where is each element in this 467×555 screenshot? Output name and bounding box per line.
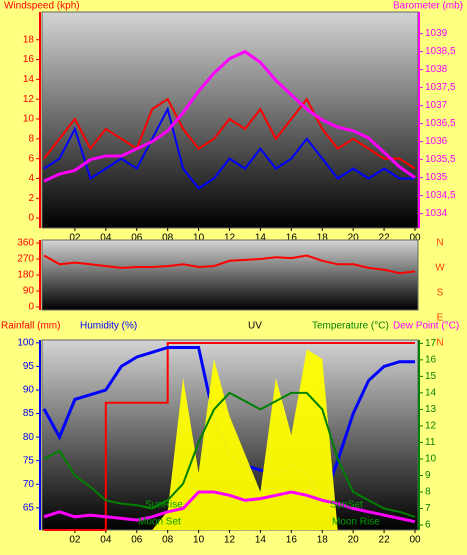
y2-tick-label: 1034	[425, 208, 448, 219]
y2-tick-label: 1038	[425, 64, 448, 75]
y-tick-label: 4	[28, 173, 34, 184]
y2-axis-title: Barometer (mb)	[393, 1, 463, 12]
y-tick-label: 270	[17, 254, 34, 265]
series-line	[43, 254, 416, 275]
y-tick-label: 14	[23, 74, 35, 85]
x-tick-label: 02	[69, 233, 81, 244]
series-line	[43, 97, 416, 170]
x-tick-label: 10	[193, 535, 205, 546]
x-tick-label: 16	[286, 233, 298, 244]
y-tick-label: 180	[17, 270, 34, 281]
y2-tick-label: 8	[425, 487, 431, 498]
x-tick-label: 12	[224, 233, 236, 244]
x-tick-label: 18	[317, 233, 329, 244]
y-tick-label: 100	[17, 337, 34, 348]
x-tick-label: 10	[193, 233, 205, 244]
y-tick-label: 0	[28, 302, 34, 313]
series-line	[43, 106, 415, 190]
y-tick-label: 75	[23, 455, 35, 466]
annotation: SunSet	[330, 500, 363, 511]
uv-area	[44, 349, 415, 530]
x-tick-label: 02	[69, 535, 81, 546]
compass-label: W	[435, 263, 445, 274]
y2-tick-label: 1034,5	[425, 190, 456, 201]
y2-tick-label: 1036	[425, 136, 448, 147]
x-tick-label: 20	[348, 535, 360, 546]
y-tick-label: 2	[28, 193, 34, 204]
compass-label: N	[436, 338, 443, 349]
y-tick-label: 70	[23, 479, 35, 490]
annotation: Moon Rise	[332, 517, 380, 528]
x-tick-label: 22	[379, 233, 391, 244]
y2-tick-label: 1037	[425, 100, 448, 111]
legend-label: Temperature (°C)	[312, 321, 389, 332]
x-tick-label: 04	[100, 233, 112, 244]
x-tick-label: 16	[286, 535, 298, 546]
y-tick-label: 16	[23, 54, 35, 65]
legend-label: Humidity (%)	[80, 321, 137, 332]
y2-tick-label: 11	[425, 437, 436, 448]
x-tick-label: 06	[131, 233, 143, 244]
y2-tick-label: 1037,5	[425, 82, 456, 93]
plot-area	[41, 239, 419, 311]
y2-tick-label: 15	[425, 371, 437, 382]
legend-label: Dew Point (°C)	[393, 321, 459, 332]
compass-label: S	[437, 288, 444, 299]
y2-tick-label: 7	[425, 503, 431, 514]
y-tick-label: 18	[23, 34, 35, 45]
legend-label: Rainfall (mm)	[1, 321, 60, 332]
series-line	[43, 49, 416, 183]
y2-tick-label: 17	[425, 338, 437, 349]
y-axis-title: Windspeed (kph)	[4, 1, 80, 12]
series-line	[43, 391, 416, 518]
x-tick-label: 08	[162, 535, 174, 546]
y-tick-label: 8	[28, 133, 34, 144]
y-tick-label: 10	[23, 114, 35, 125]
y-tick-label: 12	[23, 94, 35, 105]
y2-tick-label: 12	[425, 421, 437, 432]
annotation: SunRise	[145, 500, 183, 511]
y-tick-label: 0	[28, 213, 34, 224]
y2-tick-label: 6	[425, 520, 431, 531]
x-tick-label: 12	[224, 535, 236, 546]
x-tick-label: 20	[348, 233, 360, 244]
y2-tick-label: 1036,5	[425, 118, 456, 129]
y2-tick-label: 13	[425, 404, 437, 415]
series-line	[43, 490, 416, 524]
x-tick-label: 00	[409, 233, 421, 244]
series-line	[44, 342, 415, 531]
y2-tick-label: 1035	[425, 172, 448, 183]
annotation: Moon Set	[138, 517, 181, 528]
compass-label: N	[436, 238, 443, 249]
y2-tick-label: 1035,5	[425, 154, 456, 165]
x-tick-label: 14	[255, 233, 267, 244]
y-tick-label: 85	[23, 408, 35, 419]
x-tick-label: 18	[317, 535, 329, 546]
y-tick-label: 65	[23, 502, 35, 513]
x-tick-label: 00	[409, 535, 421, 546]
legend-label: UV	[248, 321, 262, 332]
x-tick-label: 22	[379, 535, 391, 546]
y-tick-label: 80	[23, 432, 35, 443]
y2-tick-label: 1038,5	[425, 46, 456, 57]
y2-tick-label: 16	[425, 354, 437, 365]
y-tick-label: 6	[28, 153, 34, 164]
y2-tick-label: 1039	[425, 28, 448, 39]
y2-tick-label: 14	[425, 388, 437, 399]
x-tick-label: 14	[255, 535, 267, 546]
y2-tick-label: 10	[425, 454, 437, 465]
y-tick-label: 90	[23, 286, 35, 297]
y-tick-label: 95	[23, 361, 35, 372]
y-tick-label: 90	[23, 385, 35, 396]
x-tick-label: 04	[100, 535, 112, 546]
compass-label: E	[437, 313, 444, 324]
x-tick-label: 06	[131, 535, 143, 546]
x-tick-label: 08	[162, 233, 174, 244]
y-tick-label: 360	[17, 238, 34, 249]
y2-tick-label: 9	[425, 470, 431, 481]
